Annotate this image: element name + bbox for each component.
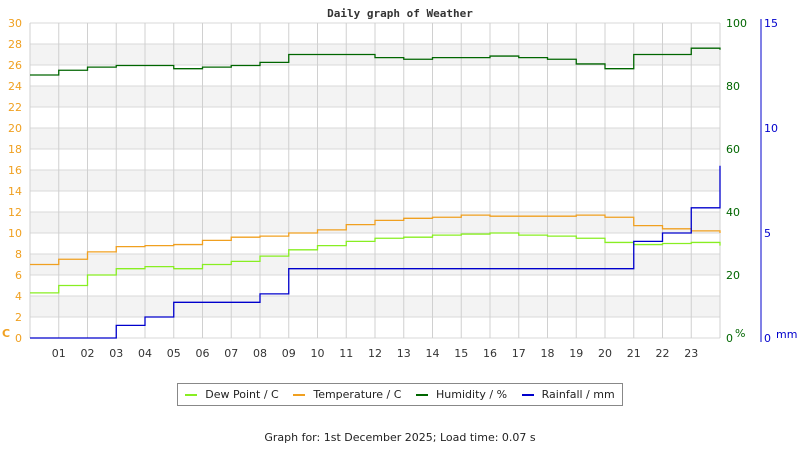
chart-title: Daily graph of Weather xyxy=(327,7,473,20)
svg-text:15: 15 xyxy=(764,17,778,30)
svg-text:26: 26 xyxy=(8,59,22,72)
svg-text:02: 02 xyxy=(81,347,95,360)
legend: Dew Point / C Temperature / C Humidity /… xyxy=(177,383,623,406)
svg-text:80: 80 xyxy=(726,80,740,93)
svg-text:19: 19 xyxy=(569,347,583,360)
svg-text:22: 22 xyxy=(8,101,22,114)
rainfall-swatch-icon xyxy=(521,393,534,396)
legend-label: Rainfall / mm xyxy=(541,388,615,401)
svg-text:20: 20 xyxy=(726,269,740,282)
svg-text:24: 24 xyxy=(8,80,22,93)
footer-status: Graph for: 1st December 2025; Load time:… xyxy=(264,431,536,444)
svg-text:14: 14 xyxy=(426,347,440,360)
svg-text:03: 03 xyxy=(109,347,123,360)
svg-text:mm: mm xyxy=(776,328,797,341)
svg-text:10: 10 xyxy=(8,227,22,240)
svg-text:11: 11 xyxy=(339,347,353,360)
svg-text:C: C xyxy=(2,327,10,340)
svg-text:28: 28 xyxy=(8,38,22,51)
svg-text:0: 0 xyxy=(726,332,733,345)
svg-text:05: 05 xyxy=(167,347,181,360)
svg-text:60: 60 xyxy=(726,143,740,156)
temperature-swatch-icon xyxy=(293,393,306,396)
svg-text:40: 40 xyxy=(726,206,740,219)
svg-text:18: 18 xyxy=(541,347,555,360)
svg-text:16: 16 xyxy=(483,347,497,360)
svg-text:04: 04 xyxy=(138,347,152,360)
svg-text:01: 01 xyxy=(52,347,66,360)
svg-text:09: 09 xyxy=(282,347,296,360)
humidity-swatch-icon xyxy=(416,393,429,396)
svg-text:2: 2 xyxy=(15,311,22,324)
svg-text:5: 5 xyxy=(764,227,771,240)
svg-text:8: 8 xyxy=(15,248,22,261)
svg-text:4: 4 xyxy=(15,290,22,303)
legend-label: Temperature / C xyxy=(313,388,402,401)
svg-text:23: 23 xyxy=(684,347,698,360)
legend-label: Humidity / % xyxy=(436,388,508,401)
weather-chart: Daily graph of Weather 02468101214161820… xyxy=(2,7,797,360)
svg-text:100: 100 xyxy=(726,17,747,30)
svg-text:08: 08 xyxy=(253,347,267,360)
svg-text:22: 22 xyxy=(656,347,670,360)
svg-text:18: 18 xyxy=(8,143,22,156)
svg-text:20: 20 xyxy=(8,122,22,135)
svg-text:10: 10 xyxy=(764,122,778,135)
svg-text:%: % xyxy=(735,327,745,340)
svg-text:14: 14 xyxy=(8,185,22,198)
svg-text:21: 21 xyxy=(627,347,641,360)
series-lines xyxy=(30,47,721,339)
svg-text:12: 12 xyxy=(368,347,382,360)
grid-lines xyxy=(29,22,721,339)
legend-item-humidity: Humidity / % xyxy=(416,388,507,401)
svg-text:30: 30 xyxy=(8,17,22,30)
legend-item-dew-point: Dew Point / C xyxy=(185,388,279,401)
svg-text:13: 13 xyxy=(397,347,411,360)
svg-text:15: 15 xyxy=(454,347,468,360)
svg-text:6: 6 xyxy=(15,269,22,282)
svg-text:12: 12 xyxy=(8,206,22,219)
svg-text:10: 10 xyxy=(311,347,325,360)
dew-point-swatch-icon xyxy=(185,393,198,396)
legend-label: Dew Point / C xyxy=(205,388,279,401)
svg-text:07: 07 xyxy=(224,347,238,360)
svg-text:17: 17 xyxy=(512,347,526,360)
legend-item-temperature: Temperature / C xyxy=(293,388,401,401)
legend-item-rainfall: Rainfall / mm xyxy=(521,388,615,401)
svg-text:16: 16 xyxy=(8,164,22,177)
svg-text:0: 0 xyxy=(15,332,22,345)
svg-text:20: 20 xyxy=(598,347,612,360)
svg-text:06: 06 xyxy=(196,347,210,360)
svg-text:0: 0 xyxy=(764,332,771,345)
